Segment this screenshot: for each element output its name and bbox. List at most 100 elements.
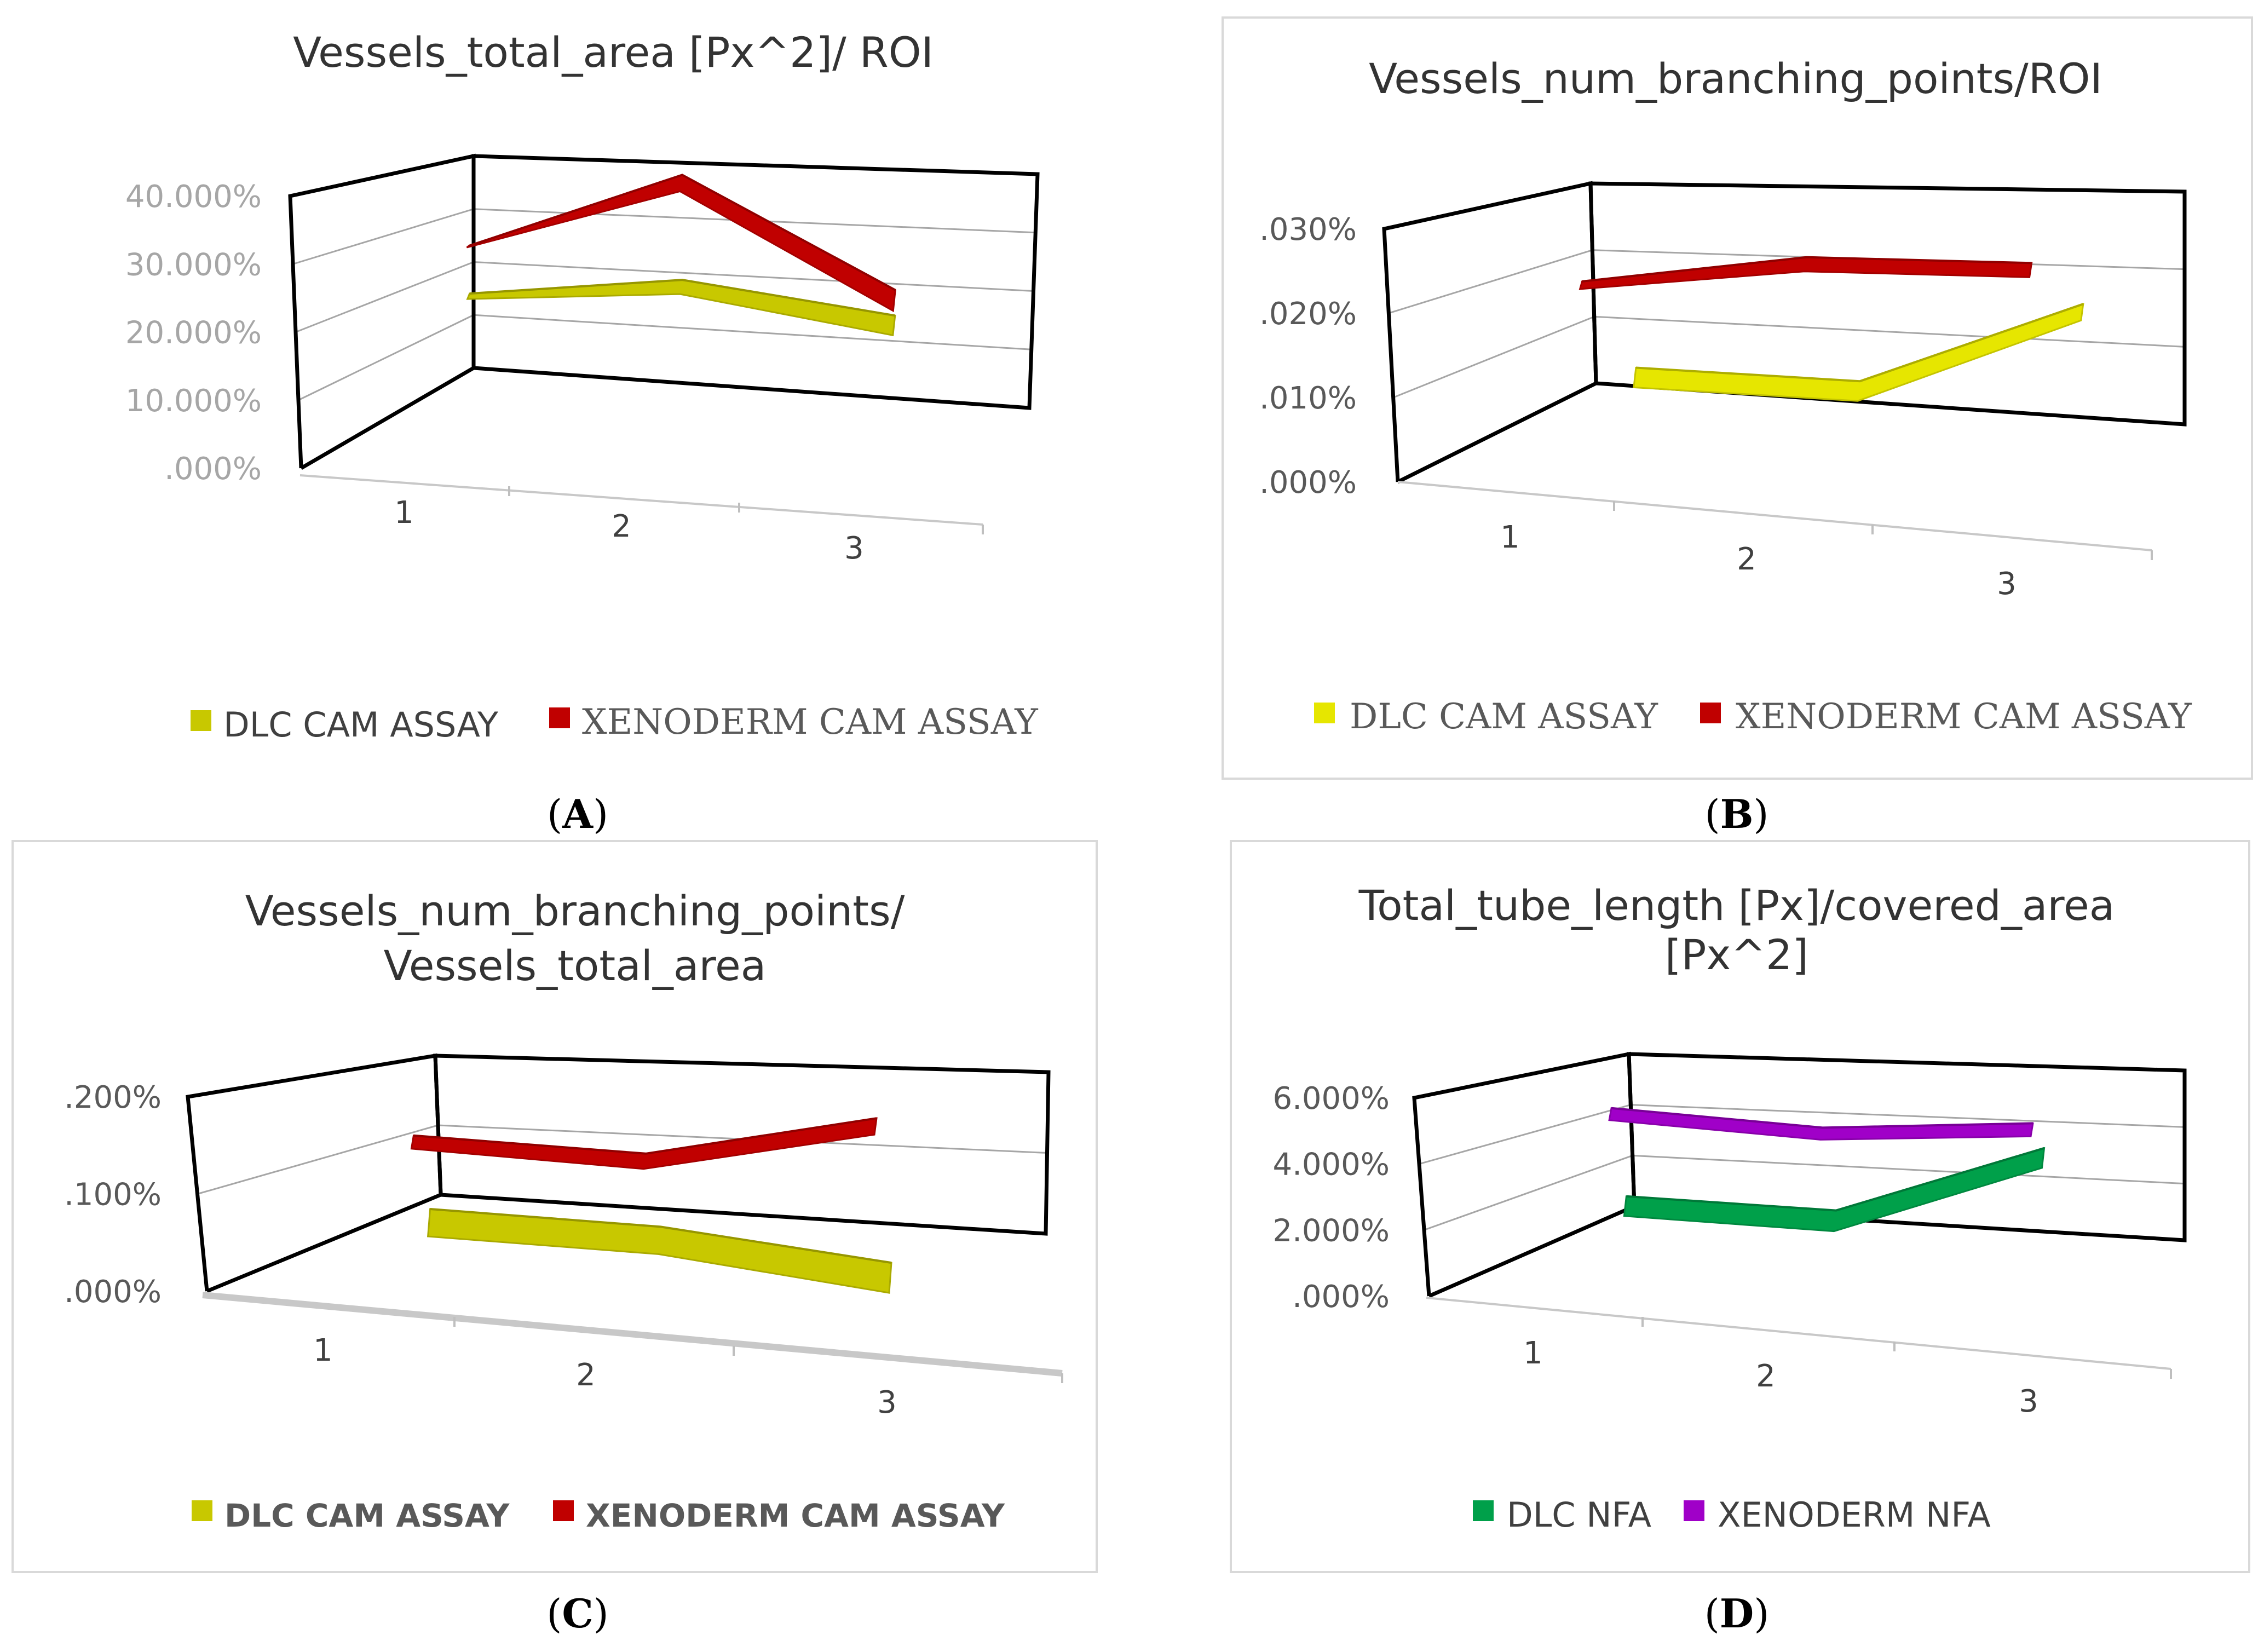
back-wall xyxy=(471,154,1040,410)
series-line xyxy=(1635,303,2084,383)
side-wall xyxy=(186,1053,443,1293)
y-tick-label: .000% xyxy=(164,451,262,487)
legend-label: DLC NFA xyxy=(1507,1495,1651,1535)
gridline xyxy=(473,314,1032,350)
x-tick-label: 3 xyxy=(877,1385,897,1420)
legend-swatch xyxy=(549,707,570,728)
x-tick-label: 2 xyxy=(1756,1359,1776,1394)
y-tick-label: 4.000% xyxy=(1272,1147,1390,1183)
chart-frame xyxy=(1230,840,2250,1573)
chart-title: Vessels_total_area [Px^2]/ ROI xyxy=(293,28,934,77)
series-line xyxy=(1582,256,2032,283)
series-xenoderm-cam-assay xyxy=(1579,256,2033,290)
chart-frame xyxy=(1222,16,2253,780)
chart-title: Total_tube_length [Px]/covered_area xyxy=(1358,881,2115,930)
legend-swatch xyxy=(1700,703,1721,723)
x-tick-label: 1 xyxy=(313,1333,333,1368)
y-tick-label: .000% xyxy=(64,1274,162,1310)
x-tick-label: 1 xyxy=(394,495,414,531)
gridline xyxy=(1632,1154,2185,1185)
chart-title: Vessels_num_branching_points/ROI xyxy=(1369,54,2102,103)
y-tick-label: .030% xyxy=(1259,212,1357,247)
panel-label: (A) xyxy=(547,791,608,837)
chart-panel-c: Vessels_num_branching_points/Vessels_tot… xyxy=(11,840,1098,1637)
gridline-wall xyxy=(298,314,474,401)
legend-label: XENODERM NFA xyxy=(1718,1495,1991,1535)
y-tick-label: 40.000% xyxy=(125,179,262,215)
series-line xyxy=(1611,1107,2033,1129)
series-ribbon xyxy=(410,1117,878,1170)
series-dlc-cam-assay xyxy=(427,1208,892,1294)
legend-swatch xyxy=(1473,1500,1494,1521)
panel-label: (D) xyxy=(1704,1590,1770,1637)
gridline xyxy=(1631,1104,2185,1128)
series-line xyxy=(430,1208,892,1264)
legend-swatch xyxy=(553,1500,574,1521)
x-tick-label: 1 xyxy=(1523,1336,1543,1371)
gridline xyxy=(473,261,1034,292)
series-dlc-cam-assay xyxy=(1633,302,2084,402)
gridline xyxy=(1594,315,2185,348)
y-tick-label: .200% xyxy=(64,1080,162,1115)
gridline-wall xyxy=(197,1124,439,1195)
gridline-wall xyxy=(292,208,474,265)
series-dlc-cam-assay xyxy=(466,279,896,337)
category-axis xyxy=(202,1292,1063,1377)
panel-label: (C) xyxy=(546,1590,609,1637)
gridline-wall xyxy=(1388,249,1593,314)
series-line xyxy=(413,1117,877,1155)
chart-frame xyxy=(11,840,1098,1573)
series-xenoderm-cam-assay xyxy=(410,1117,878,1170)
back-wall xyxy=(1588,181,2187,427)
series-line xyxy=(1626,1147,2045,1212)
category-axis xyxy=(1397,481,2152,551)
back-wall xyxy=(433,1054,1051,1236)
panel-label: (B) xyxy=(1704,791,1768,837)
gridline-wall xyxy=(295,261,474,333)
chart-panel-a: Vessels_total_area [Px^2]/ ROI .000% 10.00… xyxy=(125,28,1040,837)
legend-swatch xyxy=(192,1500,212,1521)
x-tick-label: 1 xyxy=(1500,520,1520,555)
y-tick-label: .000% xyxy=(1292,1279,1390,1315)
series-ribbon xyxy=(1623,1147,2046,1233)
legend-label: XENODERM CAM ASSAY xyxy=(1736,697,2192,737)
x-tick-label: 3 xyxy=(1997,566,2017,602)
chart-panel-b: Vessels_num_branching_points/ROI .000% .01… xyxy=(1222,16,2253,837)
y-tick-label: .010% xyxy=(1259,381,1357,416)
legend-label: XENODERM CAM ASSAY xyxy=(582,702,1038,742)
legend-label: DLC CAM ASSAY xyxy=(1350,697,1658,737)
chart-title: Vessels_num_branching_points/ xyxy=(245,887,905,935)
series-line xyxy=(468,174,896,291)
side-wall xyxy=(1412,1051,1637,1298)
y-tick-label: 2.000% xyxy=(1272,1213,1390,1248)
y-tick-label: .020% xyxy=(1259,296,1357,332)
legend-label: DLC CAM ASSAY xyxy=(223,705,498,745)
gridline-wall xyxy=(1393,315,1595,399)
legend-label: DLC CAM ASSAY xyxy=(224,1497,510,1534)
y-tick-label: 30.000% xyxy=(125,247,262,283)
y-tick-label: .000% xyxy=(1259,465,1357,500)
side-wall xyxy=(288,153,476,470)
y-tick-label: .100% xyxy=(64,1177,162,1213)
legend-swatch xyxy=(191,710,211,731)
y-tick-label: 20.000% xyxy=(125,315,262,351)
x-tick-label: 2 xyxy=(576,1357,596,1393)
chart-panel-d: Total_tube_length [Px]/covered_area[Px^2… xyxy=(1230,840,2250,1637)
chart-title: Vessels_total_area xyxy=(384,941,767,990)
gridline-wall xyxy=(1419,1104,1631,1165)
legend-label: XENODERM CAM ASSAY xyxy=(586,1497,1005,1534)
back-wall xyxy=(1627,1052,2187,1242)
side-wall xyxy=(1382,181,1598,484)
series-ribbon xyxy=(1633,302,2084,402)
y-tick-label: 10.000% xyxy=(125,383,262,419)
gridline-wall xyxy=(1424,1154,1633,1231)
series-xenoderm-nfa xyxy=(1608,1107,2034,1141)
series-ribbon xyxy=(466,279,896,337)
x-tick-label: 2 xyxy=(612,509,631,544)
legend-swatch xyxy=(1314,703,1335,723)
x-tick-label: 3 xyxy=(844,531,864,566)
series-dlc-nfa xyxy=(1623,1147,2046,1233)
category-axis xyxy=(299,474,983,526)
legend-swatch xyxy=(1684,1500,1704,1521)
